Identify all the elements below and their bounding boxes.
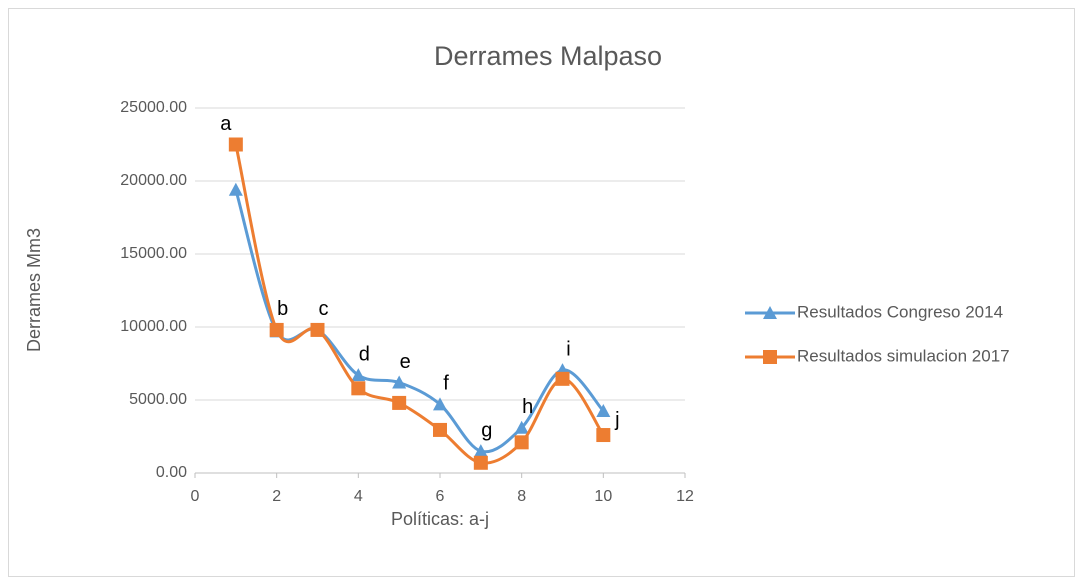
point-label: h bbox=[522, 396, 533, 418]
point-label: a bbox=[220, 113, 232, 135]
marker bbox=[269, 322, 284, 337]
y-tick-label: 10000.00 bbox=[120, 318, 187, 335]
point-label: e bbox=[400, 351, 411, 373]
marker bbox=[351, 368, 366, 382]
point-label: c bbox=[319, 298, 329, 320]
marker bbox=[310, 322, 325, 337]
marker bbox=[433, 397, 447, 411]
marker bbox=[596, 403, 611, 417]
marker bbox=[351, 381, 366, 396]
chart-title: Derrames Malpaso bbox=[434, 41, 662, 71]
x-tick-label: 8 bbox=[517, 488, 526, 505]
marker bbox=[392, 375, 407, 389]
x-tick-label: 6 bbox=[436, 488, 445, 505]
y-tick-label: 25000.00 bbox=[120, 99, 187, 116]
point-label: d bbox=[359, 343, 370, 365]
marker bbox=[596, 428, 611, 443]
x-tick-label: 0 bbox=[191, 488, 200, 505]
legend-marker bbox=[763, 350, 777, 364]
point-label: b bbox=[277, 298, 288, 320]
point-label: g bbox=[481, 419, 492, 441]
point-label: i bbox=[566, 338, 570, 360]
y-axis-label: Derrames Mm3 bbox=[24, 228, 44, 352]
chart-border bbox=[8, 8, 1075, 577]
y-tick-label: 0.00 bbox=[156, 464, 187, 481]
x-tick-label: 4 bbox=[354, 488, 363, 505]
legend-label: Resultados Congreso 2014 bbox=[797, 302, 1003, 321]
x-tick-label: 10 bbox=[594, 488, 612, 505]
marker bbox=[473, 455, 488, 470]
point-label: f bbox=[443, 373, 449, 395]
legend-label: Resultados simulacion 2017 bbox=[797, 346, 1010, 365]
marker bbox=[433, 422, 447, 437]
x-tick-label: 12 bbox=[676, 488, 694, 505]
legend-marker bbox=[763, 306, 777, 319]
marker bbox=[392, 395, 407, 410]
marker bbox=[228, 182, 243, 196]
x-axis-label: Políticas: a-j bbox=[391, 509, 489, 529]
marker bbox=[514, 420, 529, 434]
x-tick-label: 2 bbox=[272, 488, 281, 505]
marker bbox=[473, 444, 488, 458]
y-tick-label: 15000.00 bbox=[120, 245, 187, 262]
marker bbox=[514, 435, 529, 450]
y-tick-label: 20000.00 bbox=[120, 172, 187, 189]
point-label: j bbox=[614, 409, 619, 431]
y-tick-label: 5000.00 bbox=[129, 391, 187, 408]
marker bbox=[228, 137, 243, 152]
marker bbox=[555, 371, 570, 386]
